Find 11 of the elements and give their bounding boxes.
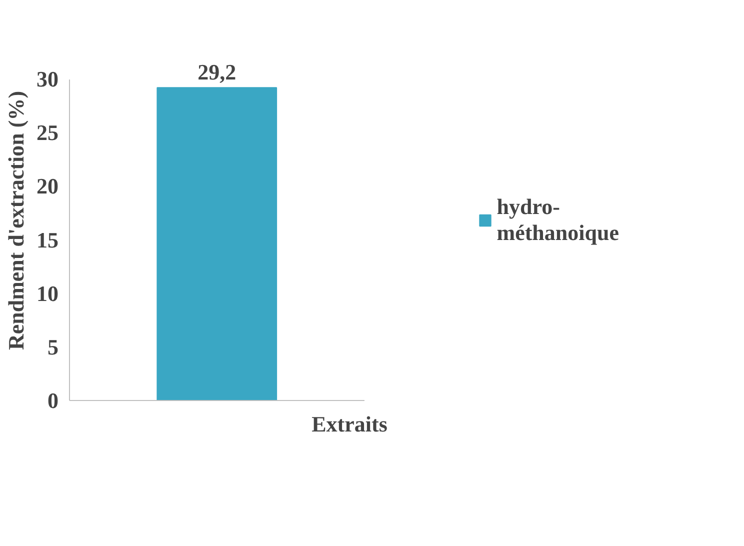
y-tick-label: 30 bbox=[36, 66, 58, 92]
legend-label: hydro- méthanoique bbox=[496, 194, 619, 246]
y-tick-label: 20 bbox=[36, 174, 58, 199]
y-tick-label: 10 bbox=[36, 280, 58, 306]
y-axis-title: Rendment d'extraction (%) bbox=[4, 90, 28, 350]
y-tick-label: 15 bbox=[36, 227, 58, 252]
data-label: 29,2 bbox=[198, 60, 236, 85]
y-tick-label: 25 bbox=[36, 120, 58, 146]
y-tick-label: 0 bbox=[48, 388, 58, 413]
x-axis-title: Extraits bbox=[312, 412, 388, 436]
y-tick-label: 5 bbox=[48, 334, 58, 360]
